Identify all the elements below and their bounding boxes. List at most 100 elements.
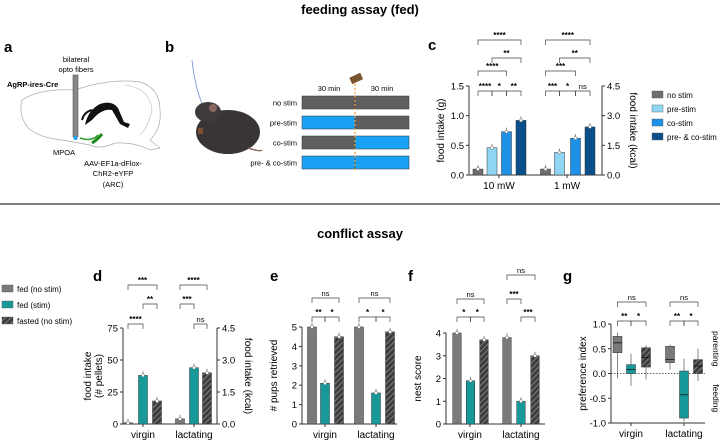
significance-label: * xyxy=(476,308,480,317)
opto-fiber xyxy=(72,74,79,138)
y-axis-label-right: food intake (kcal) xyxy=(627,92,638,168)
significance-label: ns xyxy=(467,290,475,299)
bar xyxy=(570,137,581,176)
chart-c: 0.0 0.5 1.0 1.5 0.0 1.5 3.0 4.5 food intake (kca… xyxy=(436,31,638,192)
y-axis-label: preference index xyxy=(578,336,589,411)
legend-label: fed (no stim) xyxy=(17,285,62,294)
y-tick-label-right: 3.0 xyxy=(607,111,620,122)
y-tick-label: 0.5 xyxy=(451,141,464,152)
bar xyxy=(354,326,364,425)
legend-swatch xyxy=(651,104,664,113)
x-tick-label: lactating xyxy=(665,429,702,440)
y-axis-label-2: (# pellets) xyxy=(94,354,105,398)
significance-bracket xyxy=(630,320,647,326)
x-tick-label: virgin xyxy=(131,430,155,441)
legend-swatch xyxy=(1,316,14,325)
significance-bracket xyxy=(545,70,576,76)
y-tick-label-right: 4.5 xyxy=(222,324,235,335)
significance-bracket xyxy=(520,316,536,322)
significance-label: **** xyxy=(187,276,200,285)
significance-bracket xyxy=(358,316,377,322)
x-tick-label: 10 mW xyxy=(483,181,515,192)
data-point xyxy=(505,335,509,340)
fiber-label-1: bilateral xyxy=(63,55,90,64)
data-point xyxy=(482,337,486,342)
bar xyxy=(530,355,540,425)
bar xyxy=(202,372,212,425)
y-tick-label: 25 xyxy=(107,388,118,399)
bar xyxy=(502,337,512,425)
significance-label: ns xyxy=(322,289,330,298)
box xyxy=(626,364,636,374)
legend-swatch xyxy=(651,118,664,127)
significance-bracket xyxy=(127,323,144,329)
section-title-feeding: feeding assay (fed) xyxy=(301,2,419,17)
data-point xyxy=(519,399,523,404)
side-label-parenting: parenting xyxy=(711,331,720,367)
significance-bracket xyxy=(669,320,685,326)
significance-label: * xyxy=(689,312,693,321)
bar xyxy=(189,367,199,425)
region-label: MPOA xyxy=(53,148,75,157)
significance-bracket xyxy=(477,90,493,96)
y-tick-label: 1 xyxy=(436,397,441,408)
y-axis-label: nest score xyxy=(413,355,424,402)
data-point xyxy=(374,391,378,395)
significance-bracket xyxy=(559,90,576,96)
bar xyxy=(515,120,527,176)
panel-label-e: e xyxy=(270,268,278,285)
bar xyxy=(466,380,475,425)
significance-label: * xyxy=(330,308,334,317)
significance-label: * xyxy=(366,308,370,317)
x-tick-label: lactating xyxy=(175,430,212,441)
panel-label-g: g xyxy=(563,268,572,285)
data-point xyxy=(310,325,314,329)
panel-label-d: d xyxy=(93,268,102,285)
timeline-row-label: pre-stim xyxy=(270,119,297,128)
y-tick-label: 1.5 xyxy=(451,82,464,93)
data-point xyxy=(573,136,578,141)
data-point xyxy=(178,417,182,421)
significance-label: ns xyxy=(579,82,587,91)
significance-bracket xyxy=(456,316,471,322)
significance-label: ** xyxy=(147,295,154,304)
significance-label: *** xyxy=(556,62,566,71)
bar xyxy=(479,339,489,425)
significance-bracket xyxy=(683,320,699,326)
legend-swatch xyxy=(651,132,664,141)
y-tick-label: 3 xyxy=(436,351,441,362)
y-tick-label: 2 xyxy=(436,374,441,385)
y-tick-label: -0.5 xyxy=(590,394,606,405)
significance-bracket xyxy=(375,316,391,322)
x-tick-label: lactating xyxy=(502,430,539,441)
significance-label: **** xyxy=(129,315,142,324)
significance-label: ** xyxy=(511,82,518,91)
data-point xyxy=(468,378,473,383)
significance-bracket xyxy=(477,70,507,76)
box xyxy=(665,346,675,363)
significance-bracket xyxy=(127,284,158,290)
data-point xyxy=(490,145,494,150)
light-spot xyxy=(73,136,78,140)
panel-label-f: f xyxy=(408,268,414,285)
data-point xyxy=(588,125,592,129)
significance-label: ** xyxy=(674,312,681,321)
y-tick-label-right: 1.5 xyxy=(222,388,235,399)
significance-bracket xyxy=(617,320,632,326)
timeline-segment-second xyxy=(354,115,410,130)
food-pellet-icon xyxy=(349,72,364,85)
data-point xyxy=(141,373,145,378)
box xyxy=(612,336,623,353)
significance-bracket xyxy=(617,301,647,307)
virus-label-3: (ARC) xyxy=(103,180,124,189)
significance-label: ns xyxy=(680,293,688,302)
y-tick-label: 0 xyxy=(292,420,297,431)
genotype-label: AgRP-ires-Cre xyxy=(7,80,58,89)
y-tick-label-right: 1.5 xyxy=(607,141,620,152)
side-label-feeding: feeding xyxy=(711,384,720,412)
bar xyxy=(452,332,462,425)
bar xyxy=(584,126,596,176)
y-tick-label: -1.0 xyxy=(590,419,606,430)
